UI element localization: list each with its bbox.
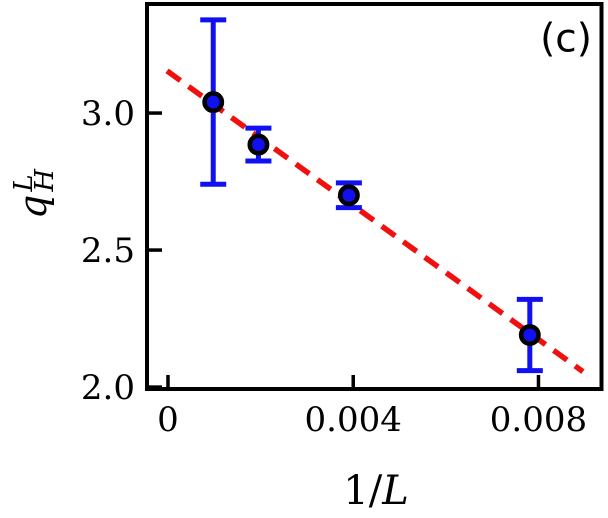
y-tick-label-1: 2.5 [81, 231, 135, 271]
y-tick-label-2: 3.0 [81, 94, 135, 134]
data-point-1 [247, 133, 270, 156]
y-axis-label-base: q [11, 194, 55, 220]
data-point-3 [518, 324, 541, 346]
data-point-2 [337, 184, 360, 207]
x-tick-label-0: 0 [157, 400, 179, 440]
x-tick-label-2: 0.008 [490, 400, 587, 440]
data-point-0 [202, 91, 225, 114]
panel-label: (c) [540, 16, 592, 62]
x-axis-label: 1/L [343, 468, 409, 514]
y-tick-label-0: 2.0 [81, 368, 135, 408]
fit-line [165, 68, 585, 374]
x-tick-label-1: 0.004 [305, 400, 402, 440]
axes-frame [145, 2, 604, 391]
x-axis-label-numerator: 1/ [343, 468, 383, 514]
y-axis-label: q L H [9, 168, 60, 220]
y-axis-label-subscript: H [30, 168, 60, 192]
y-axis-label-subsup: L H [9, 168, 60, 192]
x-axis-label-variable: L [382, 468, 409, 514]
